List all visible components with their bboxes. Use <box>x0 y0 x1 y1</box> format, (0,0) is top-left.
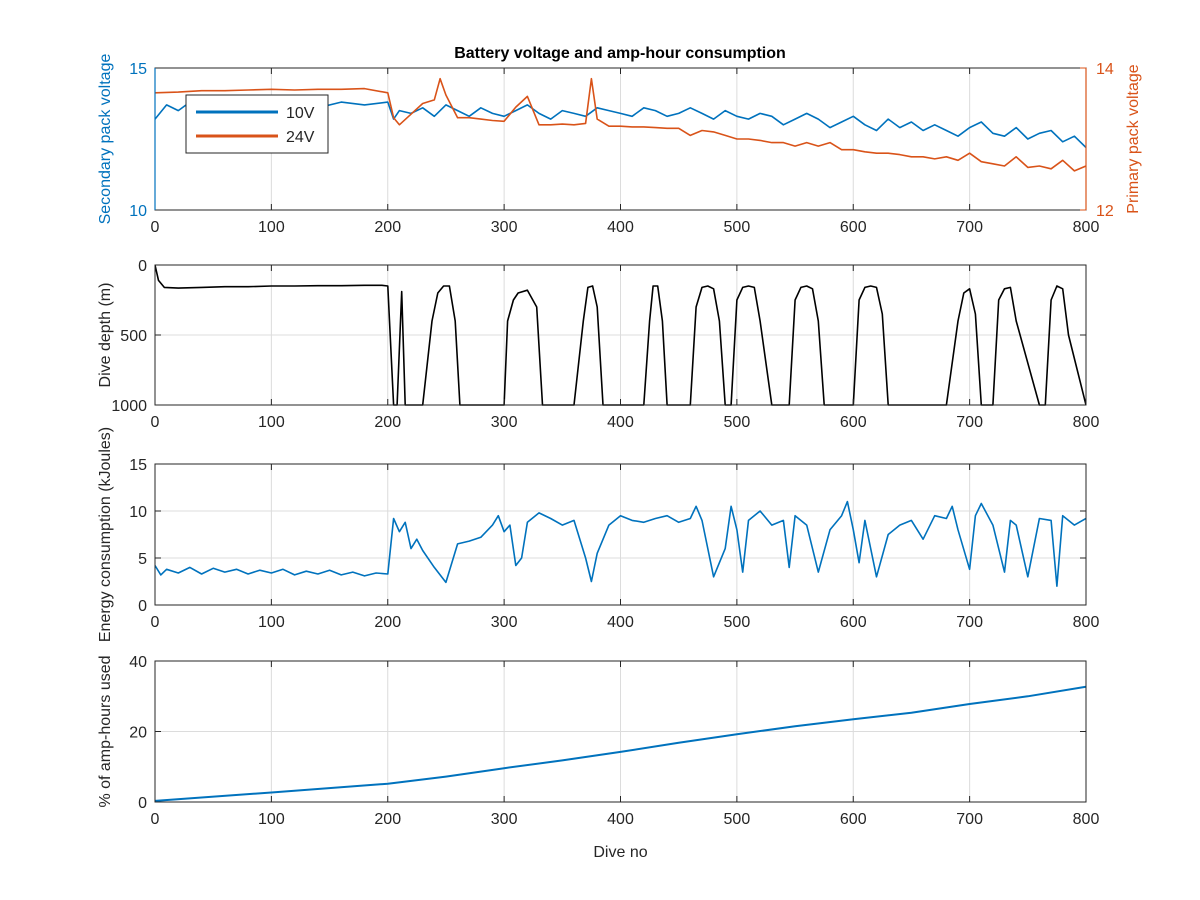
y-axis-label: Dive depth (m) <box>97 283 114 388</box>
x-tick-label: 300 <box>491 811 518 828</box>
x-tick-label: 400 <box>607 219 634 236</box>
x-tick-label: 300 <box>491 219 518 236</box>
x-tick-label: 300 <box>491 414 518 431</box>
x-tick-label: 200 <box>374 614 401 631</box>
x-tick-label: 0 <box>151 614 160 631</box>
y-tick-label: 5 <box>138 551 147 568</box>
24V-series-line <box>155 77 1086 172</box>
y-tick-label: 1000 <box>111 398 147 415</box>
x-tick-label: 0 <box>151 414 160 431</box>
x-tick-label: 500 <box>724 614 751 631</box>
axes-energy: 0 100 200 300 400 500 600 700 800 0 5 10 15 Energy co… <box>97 427 1099 642</box>
legend-label: 10V <box>286 105 315 122</box>
x-tick-label: 400 <box>607 414 634 431</box>
y-tick-label: 500 <box>120 328 147 345</box>
x-tick-label: 700 <box>956 219 983 236</box>
x-tick-label: 500 <box>724 811 751 828</box>
y-tick-label: 20 <box>129 725 147 742</box>
x-axis-label: Dive no <box>593 844 647 861</box>
x-tick-label: 200 <box>374 219 401 236</box>
x-tick-label: 700 <box>956 614 983 631</box>
figure-title: Battery voltage and amp-hour consumption <box>454 45 786 62</box>
y-tick-label: 0 <box>138 258 147 275</box>
series-group-voltage <box>155 77 1086 172</box>
x-tick-label: 0 <box>151 219 160 236</box>
x-tick-label: 600 <box>840 219 867 236</box>
x-tick-label: 100 <box>258 614 285 631</box>
series-group-energy <box>155 500 1086 588</box>
y-tick-label: 10 <box>129 203 147 220</box>
x-tick-label: 100 <box>258 414 285 431</box>
y-tick-label: 10 <box>129 504 147 521</box>
y-tick-label: 15 <box>129 61 147 78</box>
x-tick-label: 200 <box>374 414 401 431</box>
y-axis-label: % of amp-hours used <box>97 655 114 807</box>
x-tick-label: 700 <box>956 414 983 431</box>
x-tick-label: 600 <box>840 811 867 828</box>
x-tick-label: 400 <box>607 614 634 631</box>
10V-series-line <box>155 101 1086 149</box>
x-tick-label: 600 <box>840 614 867 631</box>
axes-voltage: 0 100 200 300 400 500 600 700 800 10 15 12 14 Primary… <box>97 54 1142 236</box>
y-right-tick-label: 14 <box>1096 61 1114 78</box>
x-tick-label: 500 <box>724 219 751 236</box>
x-tick-label: 800 <box>1073 614 1100 631</box>
x-tick-label: 600 <box>840 414 867 431</box>
series-group-amp_hours <box>155 685 1086 802</box>
x-tick-label: 100 <box>258 811 285 828</box>
legend-box <box>185 94 329 154</box>
x-tick-label: 300 <box>491 614 518 631</box>
y-axis-label: Secondary pack voltage <box>97 54 114 225</box>
legend-label: 24V <box>286 129 315 146</box>
x-tick-label: 700 <box>956 811 983 828</box>
axes-amp_hours: 0 100 200 300 400 500 600 700 800 0 20 40 % of amp-h… <box>97 654 1099 861</box>
y-tick-label: 0 <box>138 795 147 812</box>
energy-series-line <box>155 500 1086 588</box>
y-axis-label-right: Primary pack voltage <box>1125 64 1142 213</box>
amp_hours-series-line <box>155 685 1086 802</box>
axes-depth: 0 100 200 300 400 500 600 700 800 0 500 1000 Dive de… <box>97 258 1099 431</box>
x-tick-label: 400 <box>607 811 634 828</box>
y-axis-label: Energy consumption (kJoules) <box>97 427 114 642</box>
x-tick-label: 500 <box>724 414 751 431</box>
y-tick-label: 0 <box>138 598 147 615</box>
x-tick-label: 100 <box>258 219 285 236</box>
x-tick-label: 0 <box>151 811 160 828</box>
x-tick-label: 800 <box>1073 811 1100 828</box>
y-tick-label: 40 <box>129 654 147 671</box>
x-tick-label: 800 <box>1073 414 1100 431</box>
x-tick-label: 800 <box>1073 219 1100 236</box>
y-right-tick-label: 12 <box>1096 203 1114 220</box>
x-tick-label: 200 <box>374 811 401 828</box>
y-tick-label: 15 <box>129 457 147 474</box>
